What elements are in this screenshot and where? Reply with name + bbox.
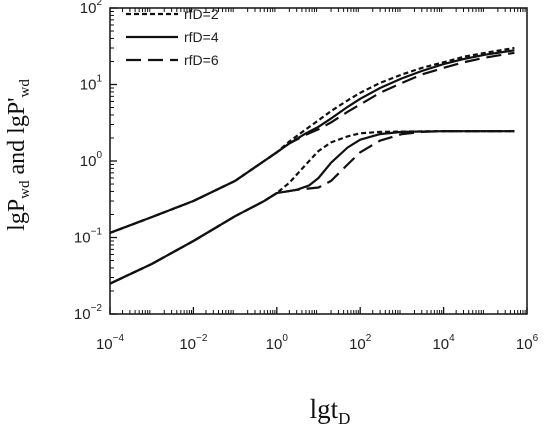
x-tick-label: 106 [516, 333, 539, 353]
y-axis-title-mid: and lgP' [4, 97, 30, 180]
legend-label: rfD=4 [184, 29, 219, 45]
x-axis-title-main: lgt [310, 394, 339, 424]
series-line-derivative [109, 130, 515, 285]
x-tick-label: 100 [266, 333, 289, 353]
x-tick-label: 10−2 [179, 333, 208, 353]
y-axis-title-sub: wd [17, 180, 33, 199]
plot-area: 10−4 10−2 100 102 104 106 10−2 10−1 100 101 102 rfD… [74, 0, 539, 353]
series-line-derivative [109, 130, 515, 285]
series-line-pressure [109, 49, 515, 234]
svg-text:lgPwd and lgP'wd: lgPwd and lgP'wd [4, 79, 33, 231]
y-axis-title-sub-2: wd [17, 79, 33, 98]
series-line-pressure [109, 51, 515, 234]
y-axis-title: lgPwd and lgP'wd [4, 79, 33, 231]
x-tick-label: 10−4 [96, 333, 125, 353]
series-line-derivative [109, 130, 515, 285]
y-axis-title-main: lgP [4, 199, 30, 231]
y-tick-label: 100 [80, 150, 103, 170]
y-tick-label: 101 [80, 74, 103, 94]
series-line-pressure [109, 46, 515, 234]
legend-label: rfD=2 [184, 6, 219, 22]
x-tick-label: 104 [432, 333, 455, 353]
plot-frame [109, 7, 528, 315]
x-axis-title: lgtD [310, 394, 351, 428]
x-tick-label: 102 [349, 333, 372, 353]
legend-label: rfD=6 [184, 52, 219, 68]
x-axis-title-sub: D [338, 409, 350, 428]
y-tick-label: 10−1 [74, 227, 103, 247]
y-tick-label: 10−2 [74, 303, 103, 323]
y-tick-label: 102 [80, 0, 103, 17]
